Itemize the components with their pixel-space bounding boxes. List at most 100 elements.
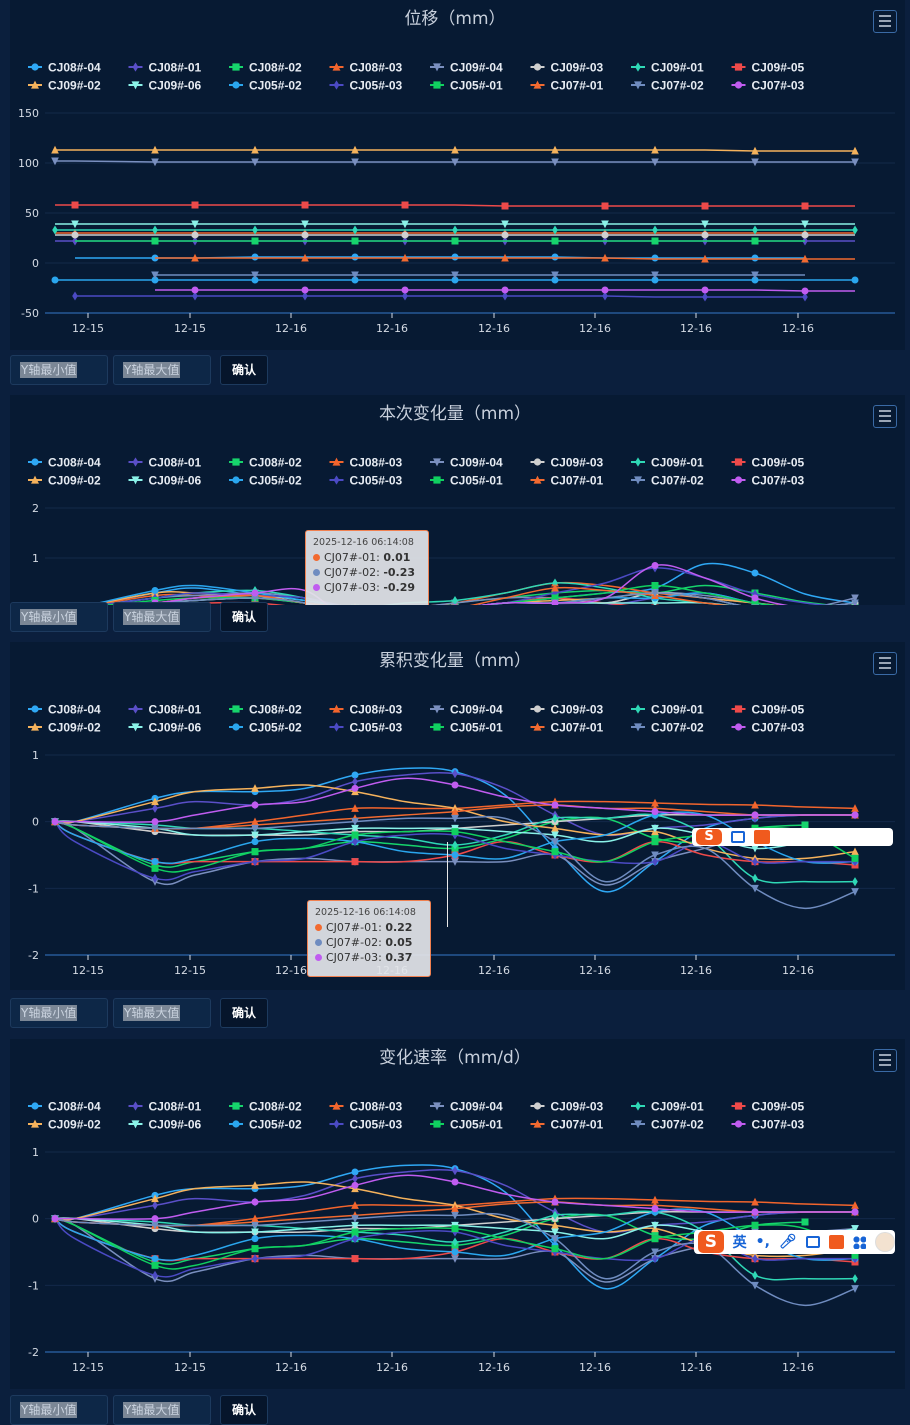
legend-item[interactable]: CJ08#-02 (229, 703, 302, 717)
legend-item[interactable]: CJ05#-01 (430, 79, 503, 93)
chart-menu-button[interactable] (873, 1049, 897, 1072)
data-point[interactable] (551, 1245, 559, 1253)
rect-icon[interactable] (433, 1120, 441, 1128)
data-point[interactable] (851, 146, 859, 155)
data-point[interactable] (552, 588, 558, 598)
legend-item[interactable]: CJ07#-02 (631, 721, 704, 735)
ime-punct-label[interactable]: •, (755, 1234, 770, 1250)
triangle-down-icon[interactable] (131, 476, 140, 485)
data-point[interactable] (451, 271, 459, 280)
data-point[interactable] (551, 237, 559, 245)
circle-icon[interactable] (31, 63, 39, 71)
data-point[interactable] (351, 1168, 359, 1176)
legend-item[interactable]: CJ08#-01 (128, 1100, 202, 1114)
data-point[interactable] (801, 231, 809, 239)
data-point[interactable] (751, 158, 759, 167)
data-point[interactable] (551, 1235, 559, 1243)
legend-item[interactable]: CJ09#-05 (731, 703, 805, 717)
data-point[interactable] (752, 1270, 758, 1280)
legend-item[interactable]: CJ09#-05 (731, 1100, 805, 1114)
rect-icon[interactable] (734, 458, 743, 466)
legend-item[interactable]: CJ09#-03 (530, 456, 604, 470)
circle-icon[interactable] (31, 458, 39, 466)
data-point[interactable] (401, 220, 409, 229)
data-point[interactable] (551, 848, 559, 856)
legend-item[interactable]: CJ07#-02 (631, 474, 704, 488)
data-point[interactable] (651, 271, 659, 280)
data-point[interactable] (451, 145, 459, 154)
triangle-down-icon[interactable] (433, 705, 441, 714)
legend-item[interactable]: CJ05#-02 (229, 79, 302, 93)
data-point[interactable] (351, 158, 359, 167)
circle-icon[interactable] (734, 723, 743, 731)
keyboard-icon[interactable] (731, 831, 745, 843)
data-point[interactable] (602, 291, 608, 301)
data-point[interactable] (351, 824, 359, 833)
legend-item[interactable]: CJ08#-03 (329, 1100, 403, 1114)
data-point[interactable] (551, 1228, 559, 1237)
data-point[interactable] (191, 220, 199, 229)
legend-item[interactable]: CJ07#-01 (530, 474, 604, 488)
diamond-icon[interactable] (333, 475, 340, 485)
legend-item[interactable]: CJ07#-02 (631, 1118, 704, 1132)
data-point[interactable] (151, 237, 159, 245)
data-point[interactable] (151, 797, 159, 806)
rect-icon[interactable] (433, 81, 441, 89)
legend-item[interactable]: CJ09#-03 (530, 1100, 604, 1114)
data-point[interactable] (451, 1204, 459, 1213)
legend-item[interactable]: CJ09#-05 (731, 61, 805, 75)
data-point[interactable] (351, 1181, 359, 1189)
legend-item[interactable]: CJ05#-03 (329, 721, 403, 735)
data-point[interactable] (352, 225, 358, 235)
data-point[interactable] (501, 202, 509, 210)
triangle-icon[interactable] (332, 457, 341, 466)
ime-toolbar[interactable]: S 英 •, 🎤︎ (694, 1230, 895, 1254)
data-point[interactable] (151, 145, 159, 154)
legend-item[interactable]: CJ09#-01 (631, 456, 704, 470)
data-point[interactable] (71, 231, 79, 239)
circle-icon[interactable] (734, 1120, 743, 1128)
rect-icon[interactable] (433, 723, 441, 731)
data-point[interactable] (751, 271, 759, 280)
data-point[interactable] (752, 873, 758, 883)
circle-icon[interactable] (533, 63, 542, 71)
circle-icon[interactable] (31, 705, 39, 713)
data-point[interactable] (851, 847, 859, 856)
legend-item[interactable]: CJ05#-02 (229, 721, 302, 735)
data-point[interactable] (352, 777, 358, 787)
circle-icon[interactable] (533, 458, 542, 466)
legend-item[interactable]: CJ08#-04 (28, 61, 101, 75)
circle-icon[interactable] (232, 723, 240, 731)
triangle-icon[interactable] (31, 475, 39, 484)
data-point[interactable] (51, 818, 59, 826)
data-point[interactable] (501, 253, 509, 262)
data-point[interactable] (51, 276, 59, 284)
data-point[interactable] (51, 1215, 59, 1223)
data-point[interactable] (752, 1254, 758, 1264)
legend-item[interactable]: CJ09#-03 (530, 703, 604, 717)
data-point[interactable] (151, 1194, 159, 1203)
rect-icon[interactable] (232, 458, 240, 466)
data-point[interactable] (552, 1210, 558, 1220)
legend-item[interactable]: CJ05#-02 (229, 474, 302, 488)
data-point[interactable] (651, 276, 659, 284)
data-point[interactable] (651, 237, 659, 245)
data-point[interactable] (851, 811, 859, 819)
data-point[interactable] (451, 276, 459, 284)
data-point[interactable] (851, 1208, 859, 1216)
data-point[interactable] (251, 824, 259, 833)
data-point[interactable] (851, 158, 859, 167)
data-point[interactable] (351, 276, 359, 284)
legend-item[interactable]: CJ07#-02 (631, 79, 704, 93)
legend-item[interactable]: CJ09#-01 (631, 1100, 704, 1114)
data-point[interactable] (751, 800, 759, 809)
triangle-down-icon[interactable] (634, 476, 642, 485)
circle-icon[interactable] (533, 1102, 542, 1110)
data-point[interactable] (701, 220, 709, 229)
data-point[interactable] (751, 254, 759, 262)
triangle-icon[interactable] (332, 704, 341, 713)
data-point[interactable] (401, 286, 409, 294)
triangle-down-icon[interactable] (433, 458, 441, 467)
legend-item[interactable]: CJ08#-01 (128, 456, 202, 470)
toolbox-icon[interactable] (853, 1235, 867, 1249)
